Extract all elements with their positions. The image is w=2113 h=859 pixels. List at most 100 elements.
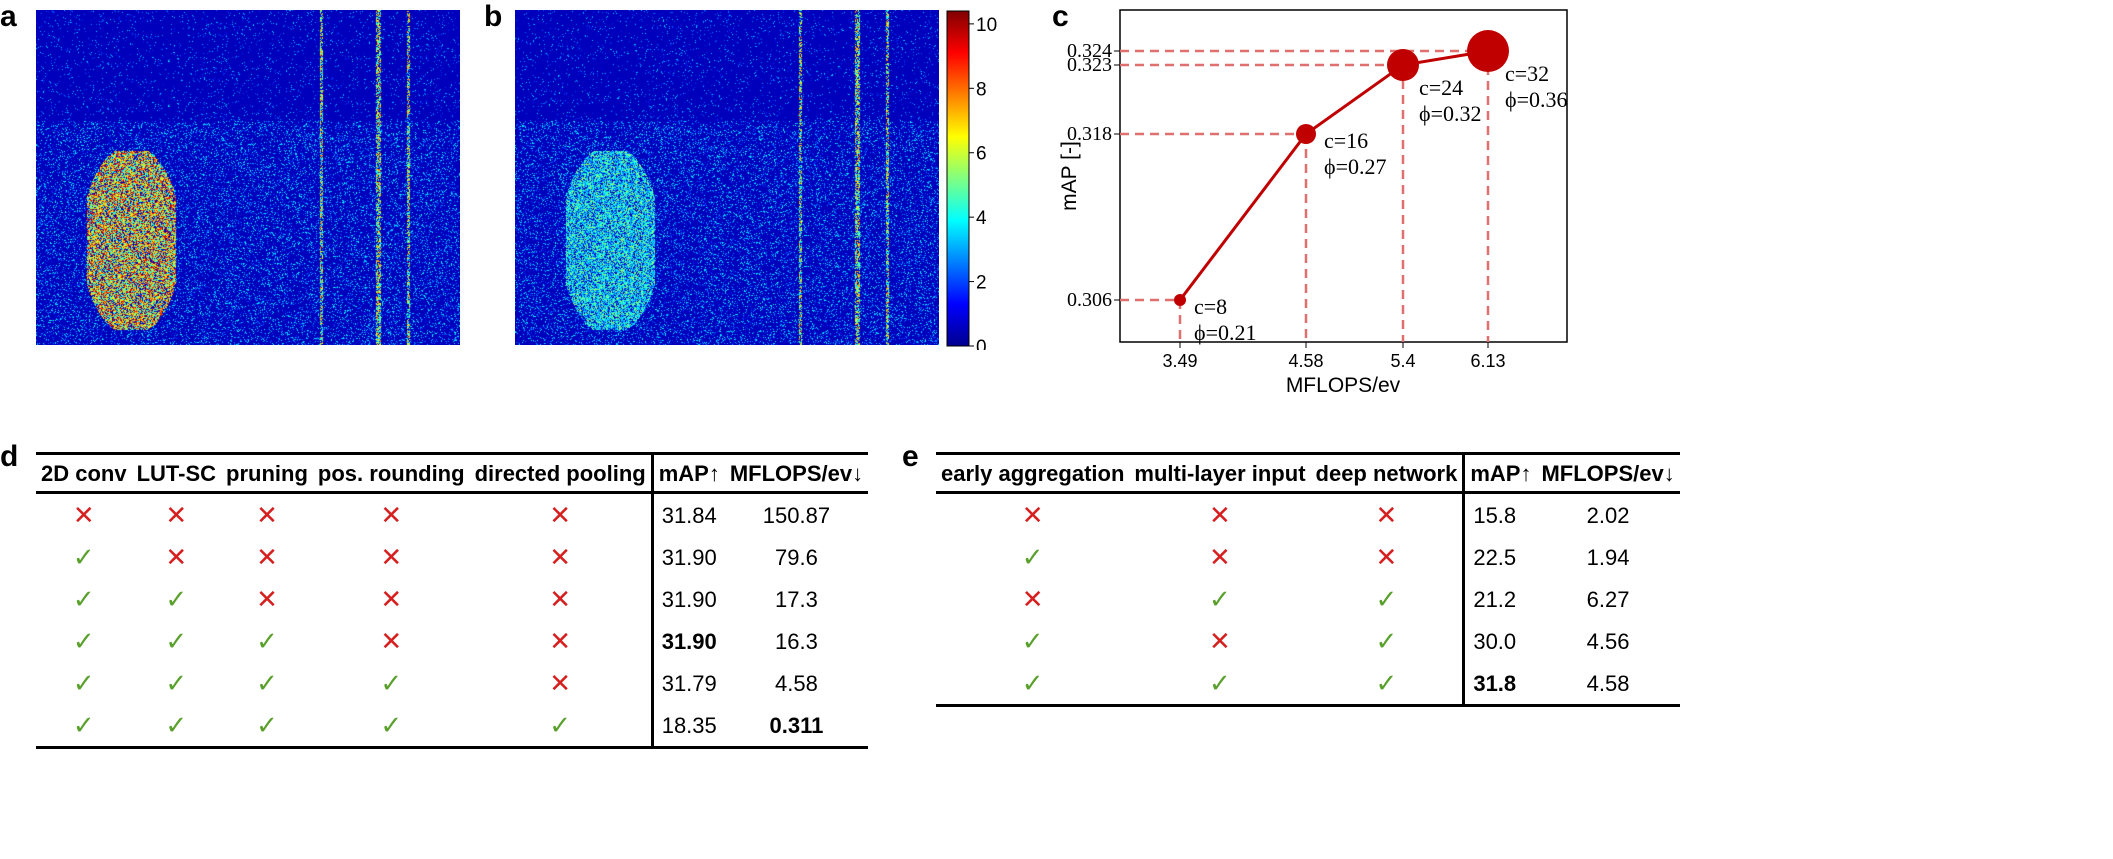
cross-icon: ✕	[1021, 584, 1044, 614]
chart-frame	[1119, 9, 1568, 343]
cross-icon: ✕	[165, 542, 188, 572]
map-value: 31.79	[650, 662, 725, 704]
column-header: LUT-SC	[131, 452, 222, 494]
cross-icon: ✕	[549, 668, 572, 698]
ablation-table-e: early aggregation multi-layer input deep n…	[936, 452, 1680, 707]
check-icon: ✓	[380, 668, 403, 698]
cross-icon: ✕	[380, 626, 403, 656]
cross-icon: ✕	[1209, 626, 1231, 656]
check-icon: ✓	[256, 668, 278, 698]
check-icon: ✓	[1310, 662, 1464, 707]
cross-icon: ✕	[72, 500, 95, 530]
series-line	[1178, 49, 1489, 301]
colorbar-tick-label: 10	[976, 15, 997, 36]
column-header: mAP↑	[650, 452, 725, 494]
cross-icon: ✕	[549, 500, 572, 530]
check-icon: ✓	[1375, 626, 1398, 656]
data-point	[1296, 124, 1316, 144]
map-value: 31.90	[650, 578, 725, 620]
flops-value: 4.56	[1586, 628, 1630, 654]
table-row: ✕ ✕ ✕ ✕ ✕ 31.84 150.87	[36, 492, 868, 536]
check-icon: ✓	[165, 584, 188, 614]
table-row: ✓ ✓ ✓ ✕ ✕ 31.90 16.3	[36, 620, 868, 662]
column-header: multi-layer input	[1129, 452, 1311, 494]
event-heatmap-a	[36, 10, 460, 345]
check-icon: ✓	[72, 668, 95, 698]
cross-icon: ✕	[1021, 500, 1044, 530]
ablation-table-d: 2D conv LUT-SC pruning pos. rounding directe…	[36, 452, 869, 749]
map-value: 31.84	[650, 492, 725, 536]
flops-value: 4.58	[775, 670, 818, 696]
point-label: c=8	[1194, 294, 1227, 319]
cross-icon: ✕	[1375, 500, 1398, 530]
x-tick-label: 3.49	[1162, 351, 1197, 371]
panel-label-c: c	[1052, 0, 1069, 33]
panel-label-e: e	[902, 440, 919, 473]
column-header: early aggregation	[936, 452, 1130, 494]
map-value: 15.8	[1462, 492, 1537, 536]
flops-value: 1.94	[1586, 544, 1630, 570]
check-icon: ✓	[1375, 584, 1398, 614]
colorbar-tick-label: 8	[976, 79, 987, 100]
flops-value: 2.02	[1586, 502, 1630, 528]
flops-value: 0.311	[724, 704, 869, 749]
map-value: 31.90	[650, 536, 725, 578]
check-icon: ✓	[256, 626, 278, 656]
check-icon: ✓	[72, 584, 95, 614]
table-row: ✓ ✕ ✕ 22.5 1.94	[936, 536, 1680, 578]
point-label: c=16	[1324, 128, 1368, 153]
cross-icon: ✕	[256, 542, 278, 572]
check-icon: ✓	[221, 704, 313, 749]
cross-icon: ✕	[165, 500, 188, 530]
column-header: pos. rounding	[312, 452, 470, 494]
data-point	[1174, 294, 1186, 306]
cross-icon: ✕	[1209, 542, 1231, 572]
check-icon: ✓	[36, 704, 132, 749]
panel-label-a: a	[0, 0, 17, 33]
cross-icon: ✕	[256, 500, 278, 530]
cross-icon: ✕	[1375, 542, 1398, 572]
point-label: ϕ=0.21	[1194, 320, 1257, 345]
cross-icon: ✕	[549, 584, 572, 614]
check-icon: ✓	[1021, 626, 1044, 656]
check-icon: ✓	[469, 704, 653, 749]
point-label: ϕ=0.27	[1324, 154, 1387, 179]
table-row: ✓ ✓ ✓ 31.8 4.58	[936, 662, 1680, 707]
panel-label-b: b	[484, 0, 503, 33]
table-row: ✕ ✕ ✕ 15.8 2.02	[936, 492, 1680, 536]
column-header: MFLOPS/ev↓	[724, 452, 869, 494]
cross-icon: ✕	[380, 542, 403, 572]
point-label: ϕ=0.32	[1419, 101, 1482, 126]
x-tick-label: 6.13	[1470, 351, 1505, 371]
table-row: ✓ ✕ ✕ ✕ ✕ 31.90 79.6	[36, 536, 868, 578]
y-tick-label: 0.324	[1067, 40, 1112, 62]
table-row: ✓ ✓ ✓ ✓ ✕ 31.79 4.58	[36, 662, 868, 704]
column-header: MFLOPS/ev↓	[1536, 452, 1680, 494]
table-row: ✓ ✓ ✕ ✕ ✕ 31.90 17.3	[36, 578, 868, 620]
map-value: 21.2	[1462, 578, 1537, 620]
point-label: c=24	[1419, 75, 1463, 100]
check-icon: ✓	[936, 662, 1130, 707]
map-value: 31.90	[650, 620, 725, 662]
map-value: 31.8	[1462, 662, 1537, 707]
map-value: 22.5	[1462, 536, 1537, 578]
flops-value: 6.27	[1586, 586, 1630, 612]
column-header: pruning	[221, 452, 313, 494]
check-icon: ✓	[165, 626, 188, 656]
point-label: ϕ=0.36	[1505, 87, 1568, 112]
column-header: directed pooling	[469, 452, 653, 494]
column-header: mAP↑	[1462, 452, 1537, 494]
y-tick-label: 0.306	[1067, 289, 1112, 311]
colorbar-tick-label: 2	[976, 273, 987, 294]
cross-icon: ✕	[549, 626, 572, 656]
check-icon: ✓	[131, 704, 222, 749]
map-value: 30.0	[1462, 620, 1537, 662]
table-row: ✓ ✕ ✓ 30.0 4.56	[936, 620, 1680, 662]
panel-label-d: d	[0, 440, 19, 473]
cross-icon: ✕	[549, 542, 572, 572]
cross-icon: ✕	[380, 584, 403, 614]
colorbar-tick-label: 6	[976, 144, 987, 165]
cross-icon: ✕	[256, 584, 278, 614]
map-value: 18.35	[650, 704, 725, 749]
x-tick-label: 4.58	[1288, 351, 1323, 371]
